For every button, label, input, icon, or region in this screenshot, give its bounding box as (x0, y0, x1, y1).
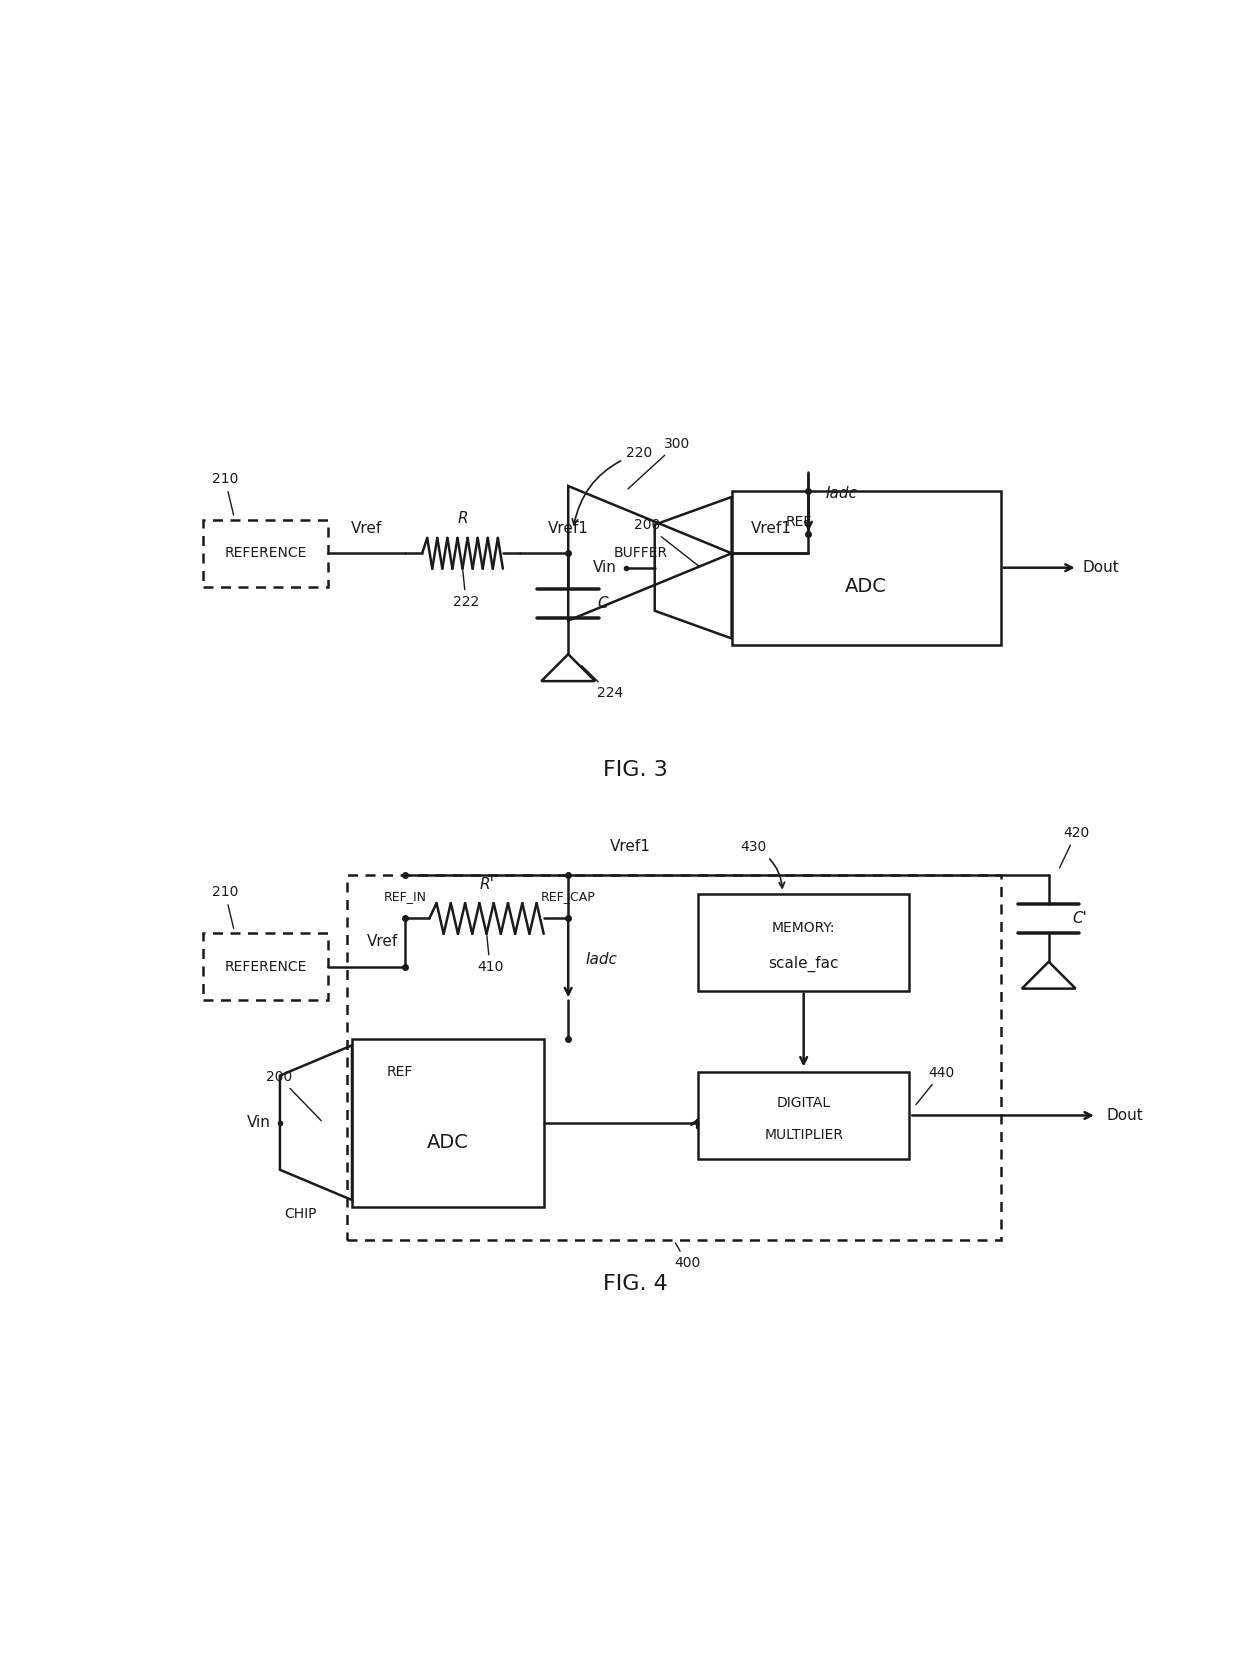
Text: Dout: Dout (1083, 560, 1120, 575)
Bar (203, 933, 327, 1001)
Bar (732, 490, 1001, 645)
Text: 430: 430 (740, 840, 785, 888)
Bar (347, 875, 1001, 1241)
Text: Vref: Vref (367, 935, 398, 949)
Text: Dout: Dout (1106, 1109, 1143, 1123)
Text: 222: 222 (453, 570, 479, 610)
Bar (698, 1072, 909, 1158)
Text: REFERENCE: REFERENCE (224, 547, 306, 560)
Text: REF: REF (387, 1065, 413, 1079)
Text: 200: 200 (634, 519, 698, 567)
Text: REF_CAP: REF_CAP (541, 890, 595, 903)
Text: Vref1: Vref1 (751, 520, 791, 535)
Text: 220: 220 (573, 446, 652, 525)
Text: 200: 200 (265, 1070, 321, 1120)
Text: REF_IN: REF_IN (383, 890, 427, 903)
Text: FIG. 3: FIG. 3 (603, 759, 668, 779)
Text: 420: 420 (1059, 825, 1090, 868)
Text: 210: 210 (212, 472, 238, 515)
Text: BUFFER: BUFFER (614, 547, 667, 560)
Text: 210: 210 (212, 885, 238, 928)
Text: DIGITAL: DIGITAL (776, 1095, 831, 1110)
Bar (203, 520, 327, 587)
Text: MEMORY:: MEMORY: (773, 921, 836, 935)
Text: Iadc: Iadc (585, 951, 618, 966)
Text: REF: REF (786, 515, 812, 529)
Text: R': R' (479, 877, 494, 891)
Text: 224: 224 (582, 666, 624, 701)
Text: Vref: Vref (351, 520, 382, 535)
Text: Vref1: Vref1 (548, 520, 589, 535)
Text: scale_fac: scale_fac (769, 956, 839, 971)
Text: Iadc: Iadc (826, 486, 858, 500)
Text: Vref1: Vref1 (610, 838, 651, 853)
Bar (698, 895, 909, 991)
Text: ADC: ADC (427, 1133, 469, 1152)
Text: 400: 400 (675, 1243, 701, 1271)
Text: C': C' (1073, 911, 1087, 926)
Text: Vin: Vin (593, 560, 616, 575)
Bar (352, 1039, 544, 1206)
Text: MULTIPLIER: MULTIPLIER (764, 1127, 843, 1142)
Text: C: C (596, 597, 608, 611)
Text: Vin: Vin (247, 1115, 270, 1130)
Text: FIG. 4: FIG. 4 (603, 1274, 668, 1294)
Text: R: R (458, 512, 467, 527)
Text: 440: 440 (916, 1065, 955, 1105)
Text: REFERENCE: REFERENCE (224, 959, 306, 974)
Text: 410: 410 (477, 936, 503, 974)
Text: 300: 300 (627, 436, 691, 489)
Text: ADC: ADC (846, 577, 887, 595)
Text: CHIP: CHIP (285, 1208, 317, 1221)
